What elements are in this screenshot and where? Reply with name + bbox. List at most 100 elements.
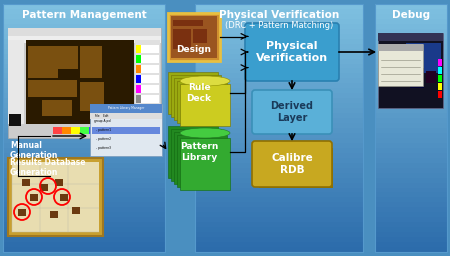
Bar [195,222,363,227]
Bar [8,36,161,43]
Bar [180,138,230,190]
Bar [195,103,363,108]
Bar [375,242,447,247]
Bar [438,67,442,74]
Bar [375,118,447,123]
Bar [3,143,165,148]
Bar [42,100,72,116]
Bar [90,113,162,119]
Bar [375,68,447,73]
Bar [375,173,447,178]
Bar [375,24,447,29]
Bar [375,113,447,118]
Bar [3,158,165,163]
Bar [3,197,165,202]
Bar [90,104,162,156]
Bar [3,54,165,59]
Bar [3,39,165,44]
Bar [195,207,363,212]
Bar [375,88,447,93]
Bar [3,4,165,252]
Bar [3,4,165,9]
Bar [3,207,165,212]
Bar [195,108,363,113]
Bar [375,128,447,133]
Bar [195,232,363,237]
Bar [180,84,230,126]
Bar [8,158,103,236]
Bar [71,127,80,134]
Bar [195,202,363,207]
Text: Derived
Layer: Derived Layer [270,101,314,123]
Bar [195,4,363,252]
Bar [259,148,333,188]
Text: Calibre
RDB: Calibre RDB [271,153,313,175]
Bar [3,193,165,197]
Bar [375,143,447,148]
Bar [3,133,165,138]
Bar [438,83,442,90]
Bar [195,49,363,54]
Bar [195,59,363,63]
Bar [72,207,80,214]
Bar [375,187,447,193]
Bar [40,184,48,191]
Bar [60,194,68,201]
Bar [3,108,165,113]
Bar [375,63,447,69]
Bar [80,46,102,78]
Bar [80,82,104,111]
Bar [3,49,165,54]
Bar [3,187,165,193]
Bar [195,19,363,24]
Bar [3,98,165,103]
Bar [18,209,26,216]
Bar [195,83,363,88]
Bar [195,217,363,222]
Bar [168,13,220,61]
Bar [195,212,363,217]
Bar [378,33,443,41]
Bar [438,91,442,98]
Bar [136,95,141,103]
Bar [177,135,227,187]
Bar [195,153,363,158]
Bar [3,93,165,98]
Bar [136,65,159,73]
Text: Physical
Verification: Physical Verification [256,41,328,63]
Bar [375,207,447,212]
Bar [53,127,62,134]
Bar [195,73,363,78]
Bar [195,78,363,83]
Bar [375,93,447,98]
Bar [375,78,447,83]
Bar [92,127,160,134]
Bar [193,29,207,43]
Bar [195,227,363,232]
Bar [195,98,363,103]
Bar [195,178,363,183]
Bar [195,93,363,98]
Bar [55,179,63,186]
Text: Pattern Library Manager: Pattern Library Manager [108,106,144,111]
Bar [3,24,165,29]
Bar [90,104,162,113]
Bar [8,40,24,124]
Bar [107,127,116,134]
Bar [375,158,447,163]
Bar [3,34,165,39]
Bar [136,65,141,73]
Text: Pattern
Library: Pattern Library [180,142,218,162]
Bar [3,178,165,183]
Bar [195,123,363,128]
Bar [171,16,217,58]
Bar [378,33,443,108]
Bar [3,183,165,187]
Bar [195,242,363,247]
Bar [3,163,165,168]
Ellipse shape [180,76,230,86]
Text: - pattern2: - pattern2 [94,137,111,141]
Bar [195,187,363,193]
Bar [30,194,38,201]
Bar [378,44,423,51]
